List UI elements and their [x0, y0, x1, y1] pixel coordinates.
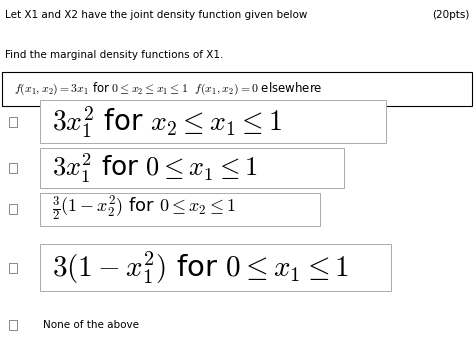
Text: $\frac{3}{2}(1-x_2^2)$ for $0\leq x_2\leq 1$: $\frac{3}{2}(1-x_2^2)$ for $0\leq x_2\le…: [52, 195, 237, 223]
Text: $3x_1^2$ for $x_2\leq x_1\leq 1$: $3x_1^2$ for $x_2\leq x_1\leq 1$: [52, 104, 282, 140]
FancyBboxPatch shape: [40, 244, 391, 291]
Text: $f(x_1,x_2)=3x_1$ for $0\leq x_2\leq x_1\leq 1$  $f(x_1,x_2)=0$ elsewhere: $f(x_1,x_2)=3x_1$ for $0\leq x_2\leq x_1…: [14, 81, 323, 97]
FancyBboxPatch shape: [40, 148, 344, 188]
FancyBboxPatch shape: [9, 263, 17, 272]
Text: Let X1 and X2 have the joint density function given below: Let X1 and X2 have the joint density fun…: [5, 10, 307, 20]
Text: Find the marginal density functions of X1.: Find the marginal density functions of X…: [5, 50, 223, 60]
Text: $3(1-x_1^2)$ for $0\leq x_1\leq 1$: $3(1-x_1^2)$ for $0\leq x_1\leq 1$: [52, 249, 349, 286]
FancyBboxPatch shape: [9, 204, 17, 214]
Text: None of the above: None of the above: [43, 320, 139, 330]
FancyBboxPatch shape: [9, 320, 17, 330]
Text: $3x_1^2$ for $0\leq x_1\leq 1$: $3x_1^2$ for $0\leq x_1\leq 1$: [52, 151, 258, 185]
FancyBboxPatch shape: [40, 193, 320, 226]
FancyBboxPatch shape: [2, 72, 472, 106]
Text: (20pts): (20pts): [432, 10, 469, 20]
FancyBboxPatch shape: [40, 100, 386, 143]
FancyBboxPatch shape: [9, 117, 17, 127]
FancyBboxPatch shape: [9, 163, 17, 173]
